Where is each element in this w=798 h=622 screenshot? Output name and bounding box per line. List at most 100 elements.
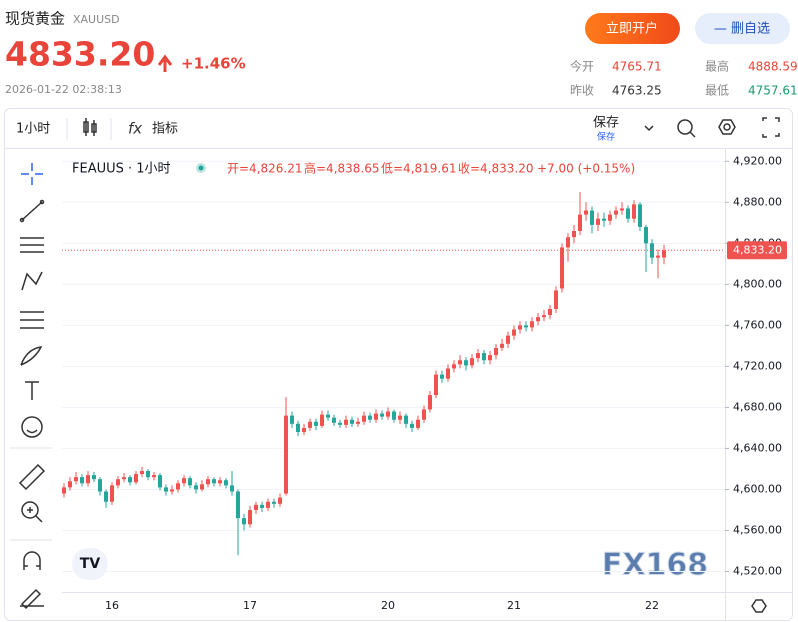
price: 4833.20 [5,35,155,74]
y-tick-label: 4,800.00 [733,277,782,290]
candle-body [596,218,600,225]
y-tick-label: 4,880.00 [733,195,782,208]
candle-body [350,419,354,424]
candle-body [416,419,420,428]
candle-body [560,247,564,289]
candle-body [260,504,264,508]
candle-body [206,479,210,485]
save-dropdown[interactable] [644,125,654,132]
candle-body [512,329,516,336]
y-tick-label: 4,560.00 [733,523,782,536]
legend-symbol: FEAUUS · 1小时 [72,162,171,177]
axis-settings[interactable] [751,599,767,613]
candle-body [332,417,336,423]
candle-body [92,475,96,480]
tv-logo-bg [72,548,108,580]
candle-body [410,423,414,428]
candle-body [530,321,534,328]
indicator-icon[interactable]: fx [128,120,142,138]
candle-body [80,477,84,484]
candle-body [116,479,120,486]
candle-body [446,368,450,379]
legend-open: 开=4,826.21 [227,162,303,176]
interval-button[interactable]: 1小时 [16,122,50,137]
open-account-button[interactable] [585,13,680,44]
candle-body [362,415,366,422]
candle-body [428,395,432,410]
candle-body [494,347,498,356]
candle-body [278,497,282,504]
candle-body [572,231,576,238]
candle-body [524,325,528,328]
candle-body [608,214,612,221]
candle-body [464,360,468,366]
candle-body [374,413,378,420]
y-tick-label: 4,600.00 [733,482,782,495]
candle-body [398,415,402,420]
indicators-button[interactable]: 指标 [152,122,178,137]
candle-body [284,415,288,494]
remove-watch-button[interactable] [695,13,790,44]
candle-body [164,487,168,492]
candle-body [620,208,624,211]
candle-body [68,481,72,488]
candle-body [236,491,240,519]
candle-body [368,415,372,420]
candle-body [638,204,642,227]
candle-body [122,477,126,480]
candle-body [644,226,648,244]
candle-body [470,358,474,366]
drawing-tools[interactable] [18,163,46,610]
stat-value: 4757.61 [748,84,798,98]
candle-body [338,422,342,425]
y-tick-label: 4,760.00 [733,318,782,331]
candle-body [290,415,294,424]
candle-body [104,491,108,502]
timestamp: 2026-01-22 02:38:13 [5,83,122,96]
tv-logo: TV [80,556,101,572]
stat-label: 最高 [705,59,729,74]
stat-label: 最低 [705,84,729,98]
candle-body [254,504,258,510]
candle-body [98,479,102,492]
x-tick-label: 17 [243,599,257,612]
save-button[interactable]: 保存 [593,116,619,131]
candle-body [584,210,588,215]
candle-body [62,487,66,494]
candle-body [152,475,156,478]
stat-value: 4888.59 [748,60,798,74]
candle-body [590,210,594,225]
candle-body [212,479,216,484]
candle-body [380,413,384,417]
stat-value: 4765.71 [612,60,662,74]
candle-type-icon[interactable] [83,118,97,136]
y-tick-label: 4,640.00 [733,441,782,454]
candle-body [176,483,180,490]
x-tick-label: 20 [381,599,395,612]
candle-body [482,353,486,361]
candle-body [200,484,204,490]
chart-panel [4,108,793,621]
candle-body [602,218,606,221]
candle-body [128,477,132,483]
candle-body [614,210,618,215]
status-dot [198,165,204,171]
candle-body [248,509,252,525]
x-tick-label: 16 [105,599,119,612]
candle-body [578,214,582,232]
candle-body [170,489,174,492]
toolbar-icons[interactable] [677,117,780,138]
candle-body [518,325,522,330]
candle-body [422,409,426,420]
legend-low: 低=4,819.61 [381,162,457,176]
candle-body [404,415,408,424]
candle-body [272,501,276,504]
candle-body [386,411,390,417]
asset-name: 现货黄金 [5,10,65,28]
stat-label: 今开 [570,59,594,74]
candle-body [626,208,630,219]
candle-body [500,343,504,348]
candle-body [458,360,462,365]
watermark: FX168 [602,548,708,583]
candle-body [158,475,162,488]
